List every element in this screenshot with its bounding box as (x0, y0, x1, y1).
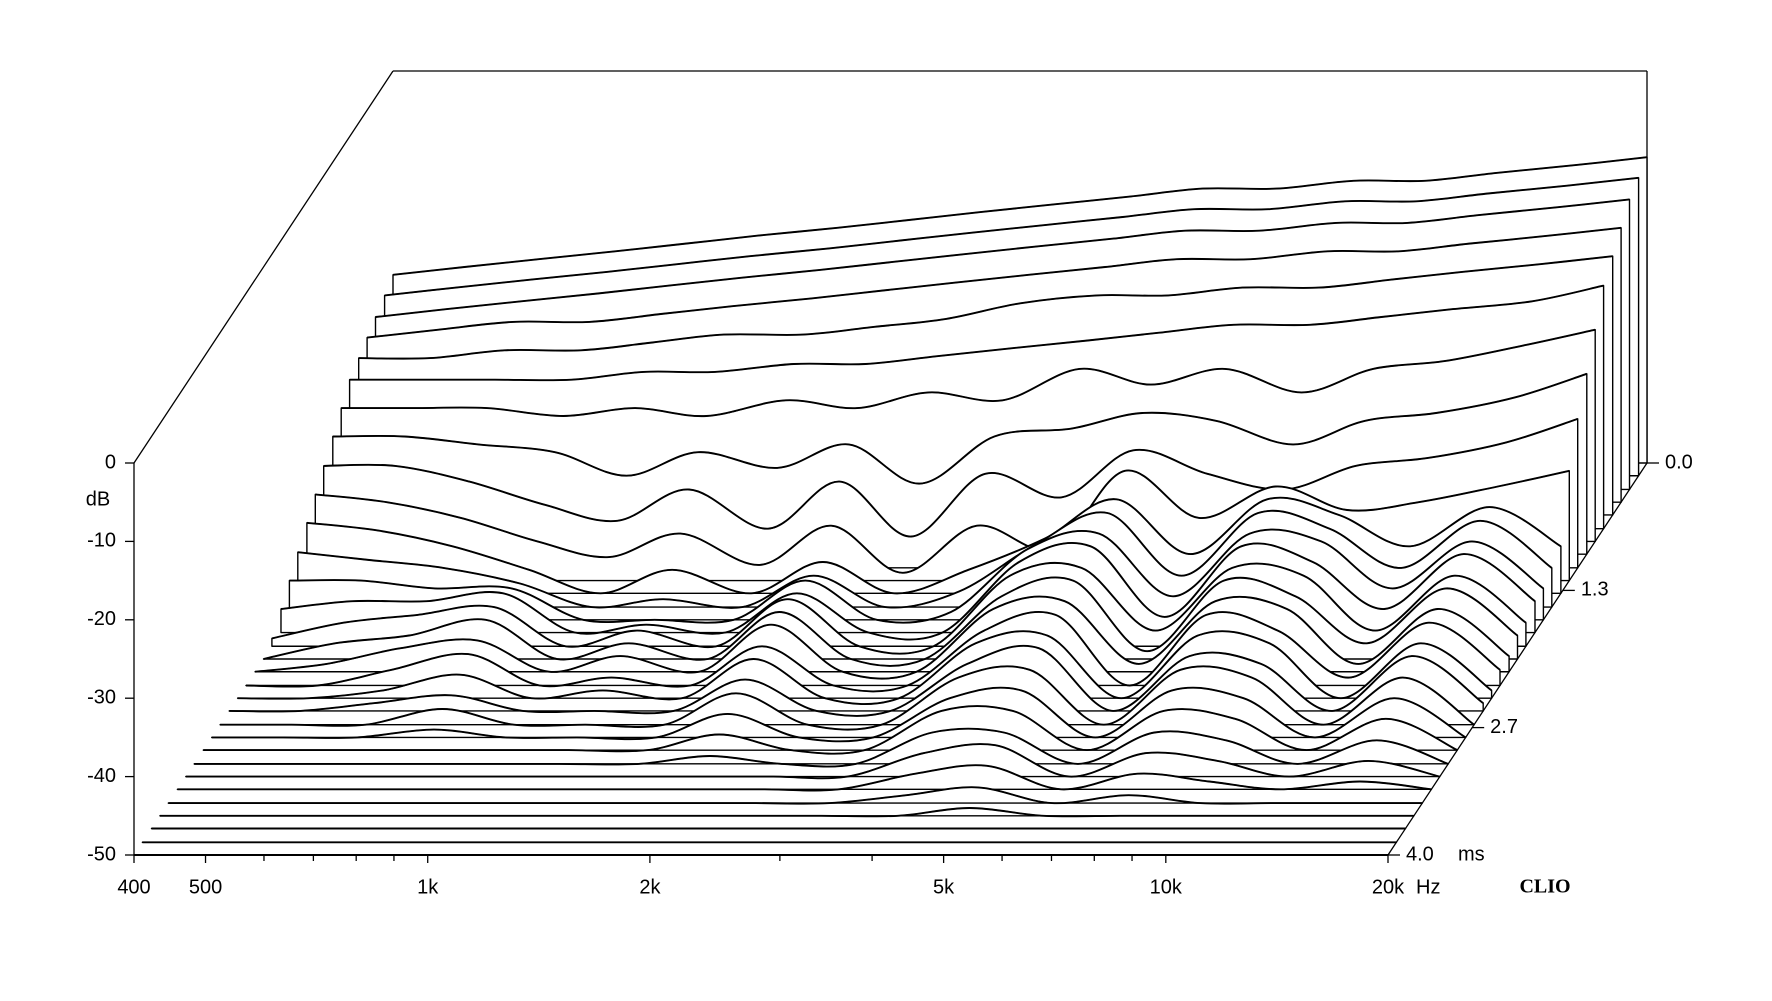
x-axis-label: Hz (1416, 876, 1440, 898)
slice-curve (349, 284, 1604, 382)
slice-curve (220, 665, 1475, 731)
slice-curve (159, 807, 1414, 818)
x-tick-label: 5k (933, 876, 955, 898)
watermark: CLIO (1519, 876, 1570, 898)
slice-curve (168, 786, 1423, 805)
y-tick-label: -50 (87, 843, 116, 865)
x-tick-label: 500 (189, 876, 222, 898)
slice-curve (384, 176, 1639, 297)
slice-curve (280, 542, 1536, 641)
slice-curve (177, 764, 1432, 792)
y-tick-label: 0 (105, 451, 116, 473)
slice-curve (271, 561, 1527, 655)
y-tick-label: -10 (87, 530, 116, 552)
slice-curve (245, 610, 1501, 693)
slice-curve (194, 727, 1449, 768)
slice-curve (306, 496, 1562, 595)
slice-curve (263, 576, 1519, 667)
x-tick-label: 20k (1372, 876, 1405, 898)
slice-curve (366, 226, 1622, 339)
slice-curve (375, 198, 1630, 318)
z-tick-label: 2.7 (1490, 716, 1518, 738)
z-tick-label: 0.0 (1665, 451, 1693, 473)
y-tick-label: -30 (87, 686, 116, 708)
y-tick-label: -20 (87, 608, 116, 630)
slice-curve (332, 372, 1588, 485)
slice-curve (289, 528, 1544, 624)
y-axis-label: dB (86, 488, 110, 510)
slice-curve (185, 743, 1441, 780)
slice-curve (341, 328, 1596, 418)
x-tick-label: 2k (639, 876, 661, 898)
slice-curve (211, 686, 1467, 743)
x-tick-label: 1k (417, 876, 439, 898)
slice-curve (392, 156, 1648, 276)
z-tick-label: 1.3 (1581, 579, 1609, 601)
slice-curve (358, 255, 1613, 360)
y-tick-label: -40 (87, 765, 116, 787)
x-tick-label: 10k (1150, 876, 1183, 898)
slices (133, 156, 1648, 856)
slice-curve (237, 630, 1493, 706)
z-axis-label: ms (1458, 843, 1485, 865)
slice-curve (323, 417, 1578, 538)
x-tick-label: 400 (117, 876, 150, 898)
slice-curve (254, 595, 1510, 680)
slice-curve (315, 469, 1570, 574)
slice-curve (203, 705, 1458, 755)
z-tick-label: 4.0 (1406, 843, 1434, 865)
slice-curve (297, 509, 1553, 609)
edge (133, 70, 394, 464)
slice-curve (229, 644, 1484, 717)
